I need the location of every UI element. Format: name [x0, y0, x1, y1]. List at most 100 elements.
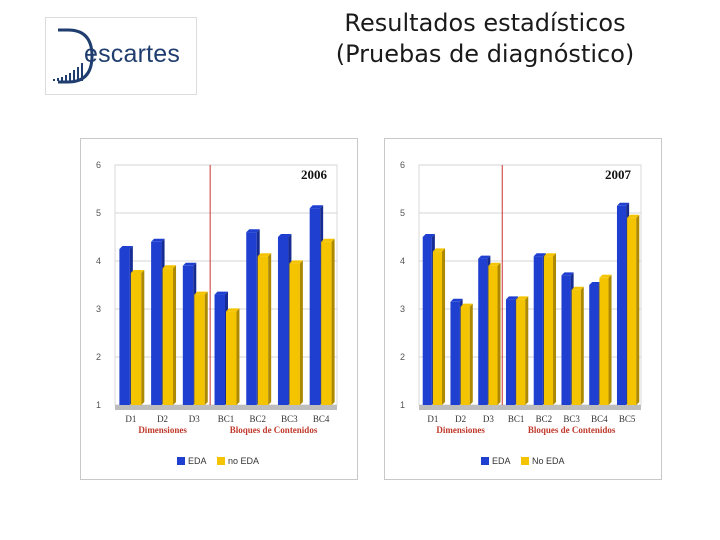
bar-eda-bc4 [589, 285, 599, 405]
bar-no-eda-bc5 [627, 217, 637, 405]
x-tick-label: BC5 [619, 414, 636, 424]
x-tick-label: BC1 [508, 414, 525, 424]
bar-side [204, 291, 208, 405]
bar-eda-bc1 [214, 294, 225, 405]
bar-no-eda-bc2 [257, 256, 269, 405]
legend-label-eda: EDA [492, 456, 511, 466]
bar-side [525, 296, 529, 405]
bar-eda-bc1 [505, 299, 516, 405]
bar-no-eda-d2 [460, 306, 470, 405]
bar-top [422, 234, 435, 237]
bar-side [580, 286, 584, 405]
legend-label-eda: EDA [188, 456, 207, 466]
bar-eda-bc3 [561, 275, 571, 405]
bar-eda-bc3 [277, 237, 289, 405]
legend-swatch-eda [481, 457, 489, 465]
bar-top [130, 270, 145, 273]
x-tick-label: BC3 [281, 414, 298, 424]
bar-eda-d3 [182, 265, 194, 405]
bar-eda-bc2 [246, 232, 257, 405]
bar-top [488, 262, 501, 266]
group-label: Dimensiones [138, 425, 187, 435]
bar-side [469, 303, 473, 405]
y-tick-label: 4 [96, 256, 101, 266]
legend-label-no-eda: no EDA [228, 456, 259, 466]
x-tick-label: D2 [157, 414, 168, 424]
bar-side [636, 214, 640, 405]
bar-top [214, 291, 228, 295]
bar-top [119, 246, 133, 249]
bar-no-eda-bc3 [289, 263, 300, 405]
bar-top [450, 298, 463, 302]
title-line-2: (Pruebas de diagnóstico) [335, 40, 635, 68]
x-tick-label: BC3 [563, 414, 580, 424]
x-tick-label: D1 [125, 414, 136, 424]
bar-top [516, 296, 529, 300]
bar-top [321, 238, 335, 242]
chart-title: 2006 [301, 167, 328, 182]
bar-side [299, 260, 303, 405]
page-title: Resultados estadísticos (Pruebas de diag… [290, 8, 680, 70]
y-tick-label: 5 [96, 208, 101, 218]
legend-swatch-eda [177, 457, 185, 465]
bar-top [627, 214, 640, 218]
x-tick-label: BC4 [313, 414, 330, 424]
bar-side [608, 274, 612, 405]
x-tick-label: D3 [483, 414, 494, 424]
chart-title: 2007 [605, 167, 632, 182]
bar-side [497, 262, 501, 405]
bar-top [571, 286, 584, 290]
bar-eda-bc5 [616, 205, 627, 405]
bar-top [561, 272, 574, 276]
bar-no-eda-d2 [162, 268, 174, 405]
bar-eda-d3 [478, 258, 488, 405]
x-tick-label: D1 [427, 414, 438, 424]
bar-top [162, 265, 177, 269]
bar-side [268, 253, 272, 405]
bar-eda-d1 [119, 249, 130, 405]
bar-top [226, 308, 240, 312]
group-label: Dimensiones [436, 425, 485, 435]
chart-panel-2006: 1 2 3 4 5 6 D1 D2 D3 BC1 BC2 BC3 BC4 Dimensiones Bloqu… [80, 138, 358, 480]
bar-top [543, 253, 557, 257]
bar-side [173, 265, 177, 405]
bar-no-eda-bc4 [599, 277, 609, 405]
logo-text: escartes [84, 40, 181, 68]
legend-label-no-eda: No EDA [532, 456, 565, 466]
x-tick-label: BC4 [591, 414, 608, 424]
bar-no-eda-bc2 [543, 256, 554, 405]
x-tick-label: BC2 [249, 414, 266, 424]
bar-no-eda-d1 [432, 251, 443, 405]
bar-eda-d2 [151, 241, 162, 405]
legend-swatch-no-eda [521, 457, 529, 465]
bar-eda-d1 [422, 237, 432, 405]
y-tick-label: 1 [96, 400, 101, 410]
bar-eda-bc2 [533, 256, 543, 405]
bar-top [151, 238, 165, 242]
x-tick-label: D2 [455, 414, 466, 424]
bar-top [182, 262, 197, 266]
bar-no-eda-d1 [130, 273, 142, 405]
chart-panel-2007: 1 2 3 4 5 6 D1 D2 D3 BC1 BC2 BC3 BC4 BC5 Dimensiones Bl… [384, 138, 662, 480]
bar-no-eda-bc3 [571, 289, 581, 405]
y-tick-label: 6 [96, 160, 101, 170]
y-tick-label: 5 [400, 208, 405, 218]
bar-top [246, 229, 260, 233]
bar-no-eda-bc1 [226, 311, 237, 405]
y-tick-label: 3 [96, 304, 101, 314]
bar-side [553, 253, 557, 405]
x-tick-label: D3 [189, 414, 200, 424]
bar-eda-d2 [450, 301, 460, 405]
group-label: Bloques de Contenidos [528, 425, 616, 435]
bar-no-eda-d3 [194, 294, 205, 405]
bar-side [442, 248, 446, 405]
bar-top [289, 260, 303, 264]
chart-floor [419, 405, 641, 410]
bar-top [309, 205, 324, 209]
bar-no-eda-bc1 [516, 299, 526, 405]
y-tick-label: 4 [400, 256, 405, 266]
y-tick-label: 2 [400, 352, 405, 362]
bar-top [616, 202, 630, 206]
x-tick-label: BC2 [536, 414, 553, 424]
bar-side [236, 308, 240, 405]
